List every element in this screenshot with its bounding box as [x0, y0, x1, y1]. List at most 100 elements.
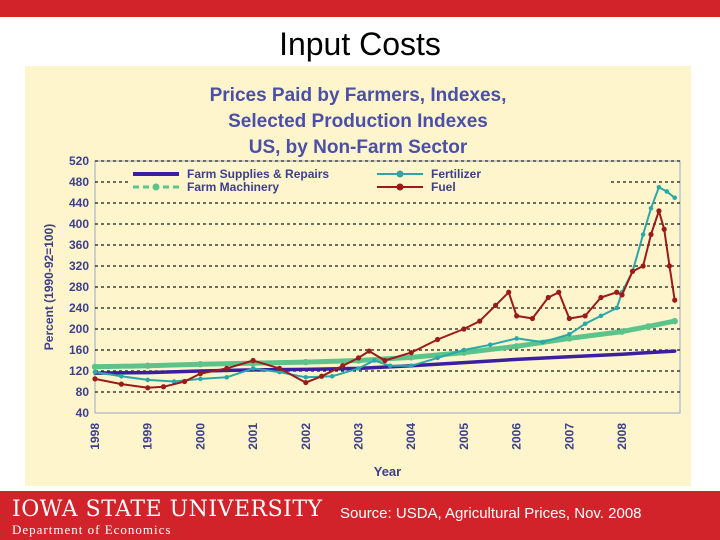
source-note: Source: USDA, Agricultural Prices, Nov. …: [340, 505, 642, 522]
data-point-fuel: [145, 385, 151, 391]
data-point-fertilizer: [656, 184, 662, 190]
data-point-fuel: [303, 379, 309, 386]
data-point-fuel: [197, 371, 204, 377]
plot-area: [94, 160, 681, 414]
chart-title-line: Prices Paid by Farmers, Indexes,: [210, 85, 507, 106]
data-point-fertilizer: [329, 373, 335, 379]
data-point-fuel: [545, 294, 551, 301]
data-point-fuel: [477, 318, 483, 324]
data-point-fertilizer: [461, 347, 467, 353]
data-point-fertilizer: [614, 305, 620, 311]
y-tick-label: 120: [69, 364, 89, 378]
data-point-fuel: [556, 289, 562, 295]
data-point-fertilizer: [372, 358, 377, 363]
data-point-fuel: [506, 289, 512, 295]
x-tick-label: 2000: [193, 423, 207, 450]
data-point-fertilizer: [672, 195, 678, 201]
data-point-fuel: [514, 313, 520, 319]
data-point-fertilizer: [224, 375, 230, 380]
data-point-fertilizer: [356, 366, 361, 371]
footer-bar: [0, 491, 720, 540]
x-axis-label: Year: [374, 464, 401, 479]
data-point-fertilizer: [198, 376, 203, 382]
legend-marker-fertilizer: [396, 170, 404, 178]
data-point-fertilizer: [435, 355, 440, 361]
legend-label-supplies: Farm Supplies & Repairs: [187, 167, 329, 181]
data-point-fertilizer: [640, 232, 646, 237]
data-point-fertilizer: [277, 369, 282, 375]
slide-title: Input Costs: [279, 26, 441, 62]
data-point-fertilizer: [664, 189, 670, 194]
y-tick-label: 440: [69, 196, 89, 210]
data-point-fuel: [250, 357, 256, 364]
y-tick-label: 480: [69, 175, 89, 189]
data-point-fuel: [366, 348, 372, 354]
data-point-fuel: [640, 263, 646, 269]
legend-label-fuel: Fuel: [431, 180, 456, 194]
legend-marker-fuel: [396, 183, 404, 191]
data-point-machinery: [671, 317, 678, 325]
data-point-fuel: [619, 292, 625, 298]
line-chart: Prices Paid by Farmers, Indexes, Selected…: [42, 85, 681, 479]
department-name: Department of Economics: [12, 522, 172, 537]
legend-marker-machinery: [152, 183, 160, 191]
data-point-fuel: [598, 294, 604, 301]
data-point-fuel: [181, 378, 188, 385]
x-tick-label: 2004: [404, 423, 418, 450]
data-point-fertilizer: [582, 321, 588, 327]
data-point-fuel: [160, 384, 167, 390]
data-point-machinery: [91, 363, 99, 370]
data-point-fuel: [461, 326, 467, 332]
data-point-fertilizer: [567, 331, 572, 337]
x-tick-label: 2008: [615, 423, 629, 450]
data-point-machinery: [566, 335, 573, 342]
y-tick-label: 280: [69, 280, 89, 294]
data-point-machinery: [513, 343, 520, 350]
x-tick-label: 1998: [88, 423, 102, 450]
data-point-fuel: [614, 289, 620, 295]
data-point-machinery: [618, 328, 626, 335]
top-accent-bar: [0, 0, 720, 17]
data-point-fuel: [340, 363, 346, 369]
x-tick-label: 2003: [352, 423, 366, 450]
x-tick-label: 1999: [141, 423, 155, 450]
chart-title-line: Selected Production Indexes: [228, 111, 488, 132]
series-line-fertilizer: [94, 186, 676, 383]
data-point-fuel: [319, 373, 325, 379]
data-point-fuel: [566, 315, 572, 322]
y-tick-label: 320: [69, 259, 89, 273]
y-tick-label: 40: [76, 406, 90, 420]
data-point-fuel: [656, 208, 662, 214]
data-point-machinery: [302, 358, 310, 366]
data-point-machinery: [197, 360, 204, 368]
data-point-fertilizer: [171, 379, 177, 384]
data-point-fertilizer: [598, 313, 604, 319]
x-tick-label: 2005: [457, 423, 471, 450]
data-point-fertilizer: [119, 373, 124, 379]
legend-box: [129, 166, 609, 194]
data-point-fuel: [672, 297, 678, 303]
data-point-fuel: [529, 315, 536, 322]
data-point-fuel: [629, 268, 636, 274]
chart-panel: Prices Paid by Farmers, Indexes, Selected…: [25, 66, 691, 486]
legend-label-fertilizer: Fertilizer: [431, 167, 481, 181]
x-tick-label: 2002: [299, 423, 313, 450]
data-point-fuel: [408, 350, 414, 356]
y-tick-label: 80: [76, 385, 90, 399]
data-point-fuel: [382, 357, 388, 364]
x-tick-label: 2006: [510, 423, 524, 450]
data-point-fuel: [666, 263, 673, 269]
data-point-fertilizer: [145, 377, 151, 383]
data-point-fuel: [434, 336, 441, 343]
data-point-fertilizer: [303, 375, 309, 380]
data-point-fertilizer: [648, 205, 654, 211]
y-tick-label: 360: [69, 238, 89, 252]
data-point-machinery: [144, 362, 151, 369]
data-point-fuel: [648, 231, 654, 238]
data-point-fertilizer: [487, 342, 493, 348]
data-point-fertilizer: [250, 366, 256, 371]
data-point-fuel: [92, 376, 98, 382]
y-tick-label: 240: [69, 301, 89, 315]
data-point-machinery: [408, 354, 415, 361]
data-point-fuel: [355, 355, 362, 361]
